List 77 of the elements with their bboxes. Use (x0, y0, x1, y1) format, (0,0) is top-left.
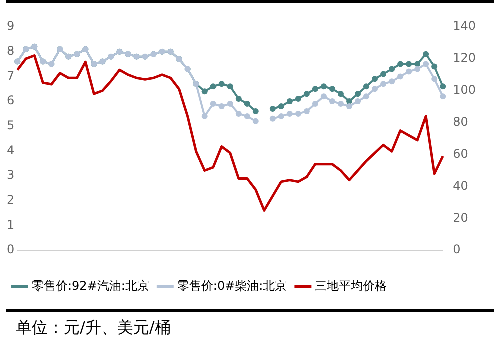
point (364, 94, 370, 100)
point (236, 110, 242, 117)
y-tick-label: 5 (6, 118, 15, 133)
point (312, 101, 318, 108)
point (372, 76, 378, 82)
point (440, 94, 446, 100)
point (244, 101, 250, 108)
point (329, 98, 336, 105)
point (398, 74, 404, 80)
legend-label: 零售价:0#柴油:北京 (177, 279, 288, 294)
point (320, 84, 327, 90)
point (338, 101, 344, 108)
y-tick-label: 6 (6, 94, 15, 108)
point (278, 113, 284, 120)
y-tick-label: 9 (6, 19, 15, 34)
point (236, 96, 242, 102)
point (286, 98, 293, 105)
point (398, 61, 404, 68)
point (210, 84, 216, 90)
point (423, 61, 430, 68)
point (380, 71, 387, 78)
point (432, 76, 438, 82)
point (202, 88, 208, 95)
point (244, 113, 250, 120)
y2-tick-label: 100 (453, 83, 476, 98)
point (338, 91, 344, 98)
point (304, 91, 310, 98)
y-tick-label: 1 (6, 218, 15, 232)
y2-tick-label: 40 (453, 178, 468, 193)
point (414, 61, 421, 68)
point (252, 108, 259, 114)
point (440, 84, 446, 90)
y-tick-label: 7 (6, 68, 15, 83)
legend-label: 零售价:92#汽油:北京 (32, 279, 150, 294)
y-tick-label: 0 (6, 242, 15, 257)
point (286, 110, 293, 117)
point (227, 84, 234, 90)
point (270, 116, 276, 122)
point (380, 81, 387, 88)
point (202, 113, 208, 120)
point (210, 101, 216, 108)
point (227, 101, 234, 108)
y2-tick-label: 20 (453, 210, 468, 225)
point (218, 104, 225, 110)
y-tick-label: 3 (6, 168, 15, 182)
point (270, 106, 276, 112)
y-tick-label: 8 (6, 44, 15, 58)
point (389, 66, 396, 72)
point (406, 61, 412, 68)
y-tick-label: 4 (6, 143, 15, 158)
y2-tick-label: 60 (453, 146, 468, 161)
y-tick-label: 2 (6, 193, 15, 208)
point (372, 86, 378, 92)
point (320, 94, 327, 100)
y2-tick-label: 0 (453, 242, 461, 257)
y2-tick-label: 80 (453, 114, 468, 129)
point (252, 118, 259, 124)
point (278, 104, 284, 110)
point (355, 98, 362, 105)
point (304, 108, 310, 114)
point (346, 104, 352, 110)
point (414, 66, 421, 72)
text: 单位：元/升、美元/桶 (15, 317, 172, 339)
point (364, 84, 370, 90)
point (432, 64, 438, 70)
point (423, 51, 430, 58)
legend-label: 三地平均价格 (315, 279, 388, 294)
point (218, 81, 225, 88)
y2-tick-label: 140 (453, 19, 476, 34)
point (355, 91, 362, 98)
point (389, 78, 396, 85)
y2-tick-label: 120 (453, 51, 476, 66)
point (295, 96, 302, 102)
point (295, 110, 302, 117)
point (312, 86, 318, 92)
point (329, 86, 336, 92)
point (406, 68, 412, 75)
